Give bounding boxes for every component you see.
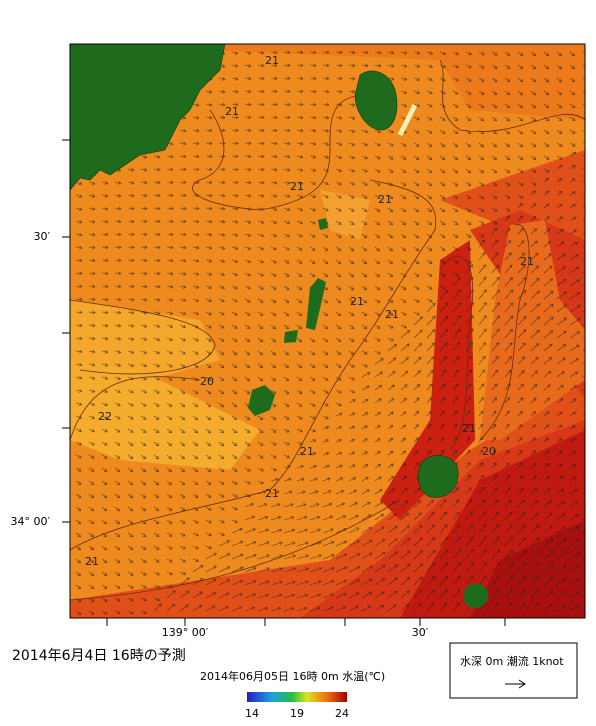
axis-ticks — [62, 139, 506, 626]
contour-label: 21 — [520, 255, 534, 268]
colorbar — [247, 692, 347, 702]
legend-arrow — [505, 679, 526, 689]
map-area: 21 21 21 21 21 21 21 21 21 20 20 22 21 21 — [70, 44, 585, 618]
legend-box — [449, 642, 578, 699]
map-frame — [69, 43, 586, 619]
colorbar-tick-label: 14 — [245, 707, 259, 720]
lon-label: 30′ — [412, 626, 429, 639]
contour-label: 20 — [200, 375, 214, 388]
lat-label: 34° 00′ — [11, 515, 51, 528]
contour-label: 21 — [300, 445, 314, 458]
contour-label: 21 — [462, 422, 476, 435]
title: 2014年6月4日 16時の予測 — [12, 648, 186, 664]
contour-label: 21 — [378, 193, 392, 206]
colorbar-tick-label: 24 — [335, 707, 349, 720]
contour-label: 22 — [98, 410, 112, 423]
contour-label: 20 — [482, 445, 496, 458]
contour-label: 21 — [265, 54, 279, 67]
contour-label: 21 — [85, 555, 99, 568]
contour-label: 21 — [385, 308, 399, 321]
contour-label: 21 — [265, 487, 279, 500]
legend-text: 水深 0m 潮流 1knot — [460, 654, 564, 668]
subtitle: 2014年06月05日 16時 0m 水温(℃) — [200, 669, 385, 683]
lat-label: 30′ — [34, 230, 51, 243]
lon-label: 139° 00′ — [162, 626, 209, 639]
contour-label: 21 — [350, 295, 364, 308]
colorbar-tick-label: 19 — [290, 707, 304, 720]
contour-label: 21 — [225, 105, 239, 118]
contour-label: 21 — [290, 180, 304, 193]
